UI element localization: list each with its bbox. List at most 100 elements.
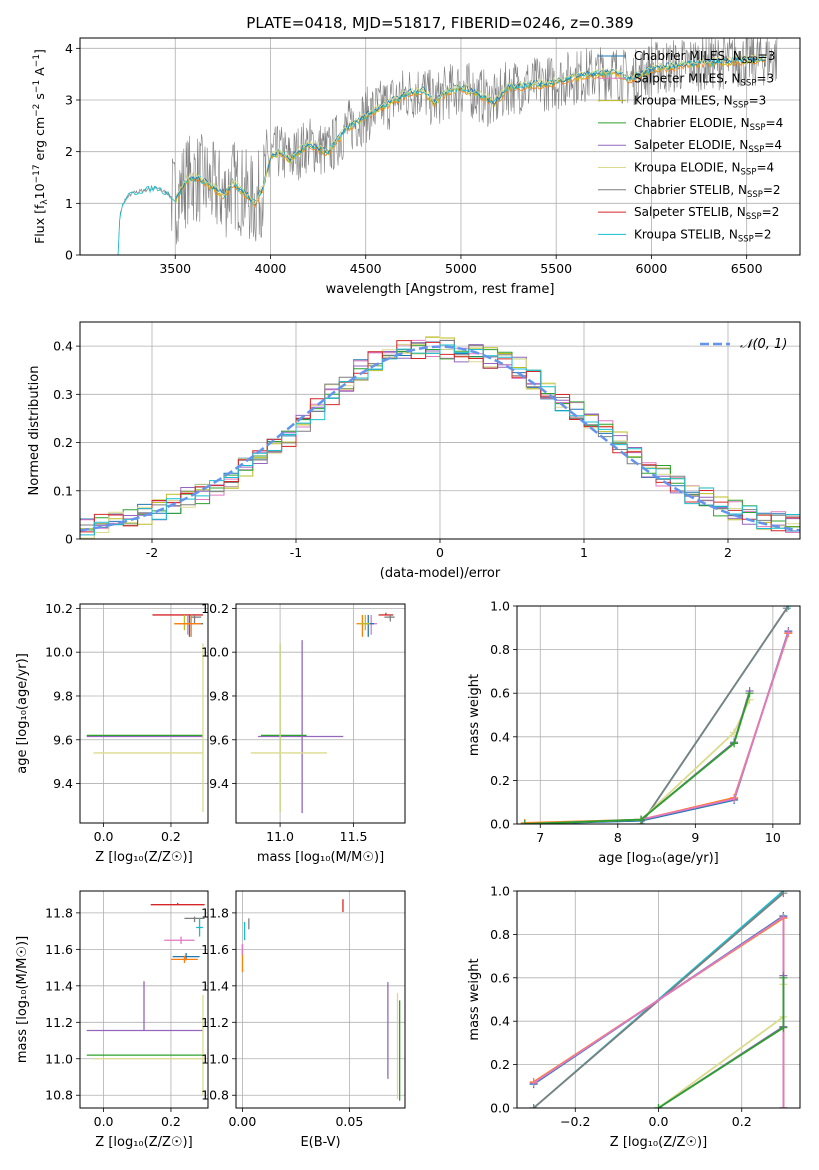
x-tick-label: 11.5 xyxy=(340,829,368,844)
grid xyxy=(80,604,208,823)
x-tick-label: 0.0 xyxy=(94,1114,114,1129)
y-axis-label-part: −17 xyxy=(32,164,42,183)
x-tick-label: 3500 xyxy=(159,261,191,276)
x-axis-label: E(B-V) xyxy=(300,1135,340,1150)
plot-area xyxy=(86,902,205,1096)
legend-entry: Kroupa ELODIE, NSSP=4 xyxy=(634,161,774,178)
y-tick-label: 0.4 xyxy=(490,1014,510,1029)
y-tick-label: 0 xyxy=(65,532,73,547)
series-marker xyxy=(730,794,739,803)
y-axis-label-part: λ xyxy=(40,199,50,205)
x-tick-label: 0.2 xyxy=(161,829,181,844)
plot-area xyxy=(529,891,788,1108)
x-tick-label: 8 xyxy=(614,830,622,845)
legend-entry-value: =2 xyxy=(754,227,772,241)
y-tick-label: 0.8 xyxy=(490,642,510,657)
legend-entry-name: Salpeter ELODIE, N xyxy=(634,138,748,152)
y-tick-label: 0.1 xyxy=(53,483,73,498)
y-tick-label: 2 xyxy=(65,144,73,159)
gaussian-curve xyxy=(80,345,800,532)
x-tick-label: 0.2 xyxy=(732,1114,752,1129)
series-marker xyxy=(782,606,791,613)
x-tick-label: 0.05 xyxy=(335,1114,363,1129)
x-tick-label: 4000 xyxy=(255,261,287,276)
legend-entry: Salpeter ELODIE, NSSP=4 xyxy=(634,138,782,155)
y-axis-label-part: 10 xyxy=(32,183,47,199)
panel-residual_hist: -2 -1 0 1 2 0 0.1 0.2 0.3 0.4 (data-model)/error No… xyxy=(27,321,801,581)
y-tick-label: 0.2 xyxy=(53,435,73,450)
series-line xyxy=(524,699,751,824)
x-tick-label: 0.0 xyxy=(649,1114,669,1129)
plot-area xyxy=(520,606,793,824)
legend-entry-sub: SSP xyxy=(733,101,749,111)
legend-entry-sub: SSP xyxy=(750,123,766,133)
y-tick-label: 10.8 xyxy=(201,1088,229,1103)
legend-entry-name: Chabrier MILES, N xyxy=(634,49,742,63)
y-tick-label: 0.2 xyxy=(490,1057,510,1072)
y-axis-label-part: ] xyxy=(32,49,47,54)
x-tick-label: 10 xyxy=(765,830,781,845)
legend-entry-value: =3 xyxy=(758,49,776,63)
legend-entry-sub: SSP xyxy=(738,234,754,244)
legend-entry-name: Salpeter STELIB, N xyxy=(634,205,746,219)
legend-entry-name: Salpeter MILES, N xyxy=(634,71,741,85)
axes-frame xyxy=(79,890,209,1109)
legend-entry-value: =4 xyxy=(756,161,774,175)
model-spectrum-line xyxy=(175,55,766,206)
y-axis-label: mass weight xyxy=(467,958,482,1040)
x-tick-label: 4500 xyxy=(350,261,382,276)
series-marker xyxy=(779,891,788,898)
x-tick-label: 0.00 xyxy=(228,1114,256,1129)
x-axis-label: Z [log₁₀(Z/Z☉)] xyxy=(95,850,192,865)
y-axis-label: mass [log₁₀(M/M☉)] xyxy=(15,936,30,1063)
x-tick-label: -2 xyxy=(146,545,158,560)
legend-entry-sub: SSP xyxy=(742,56,758,66)
axes-frame xyxy=(79,37,801,256)
grid xyxy=(236,604,405,823)
y-axis-label-part: Flux [f xyxy=(32,204,47,244)
series-marker xyxy=(784,628,793,637)
y-axis-label-part: −1 xyxy=(32,80,42,93)
y-tick-label: 0.4 xyxy=(490,729,510,744)
y-tick-label: 9.4 xyxy=(53,776,73,791)
x-tick-label: 6500 xyxy=(731,261,763,276)
x-tick-label: 0.0 xyxy=(94,829,114,844)
panel-age_vs_mass: 11.0 11.5 9.4 9.6 9.8 10.0 10.2 mass [log₁₀(M/M… xyxy=(201,601,406,865)
series-marker xyxy=(779,1104,788,1108)
y-tick-label: 9.8 xyxy=(53,688,73,703)
panel-massweight_vs_age: 7 8 9 10 0.0 0.2 0.4 0.6 0.8 1.0 age [log₁₀(age/yr… xyxy=(467,599,801,866)
axes-frame xyxy=(235,890,406,1109)
plot-area xyxy=(250,612,395,814)
legend-entry-value: =2 xyxy=(762,205,780,219)
legend-entry-name: Chabrier STELIB, N xyxy=(634,183,747,197)
legend-entry: Kroupa STELIB, NSSP=2 xyxy=(634,227,772,244)
y-tick-label: 0.0 xyxy=(490,1101,510,1116)
legend-entry-name: Kroupa ELODIE, N xyxy=(634,161,741,175)
y-axis-label: Normed distribution xyxy=(27,366,42,496)
x-tick-label: 0.2 xyxy=(161,1114,181,1129)
x-axis-label: mass [log₁₀(M/M☉)] xyxy=(257,850,384,865)
grid xyxy=(517,605,800,825)
y-tick-label: 1.0 xyxy=(490,884,510,899)
axes-frame xyxy=(516,605,801,825)
axes-frame xyxy=(235,603,406,824)
legend-entry: Kroupa MILES, NSSP=3 xyxy=(634,94,766,111)
y-tick-label: 0.0 xyxy=(490,817,510,832)
plot-area xyxy=(80,336,800,539)
plot-area xyxy=(117,38,778,255)
y-tick-label: 11.4 xyxy=(45,978,73,993)
series-line xyxy=(640,607,788,824)
y-tick-label: 9.6 xyxy=(209,732,229,747)
y-tick-label: 10.2 xyxy=(201,601,229,616)
legend-entry: Chabrier STELIB, NSSP=2 xyxy=(634,183,781,200)
y-tick-label: 11.8 xyxy=(45,905,73,920)
y-tick-label: 0.6 xyxy=(490,686,510,701)
legend-entry-sub: SSP xyxy=(746,212,762,222)
legend-entry-value: =4 xyxy=(766,116,784,130)
x-tick-label: 5000 xyxy=(445,261,477,276)
panel-massweight_vs_Z: −0.2 0.0 0.2 0.0 0.2 0.4 0.6 0.8 1.0 Z [log₁₀(Z/Z… xyxy=(467,884,801,1150)
legend-entry-sub: SSP xyxy=(741,78,757,88)
legend-entry: Chabrier MILES, NSSP=3 xyxy=(634,49,775,66)
x-tick-label: 2 xyxy=(724,545,732,560)
